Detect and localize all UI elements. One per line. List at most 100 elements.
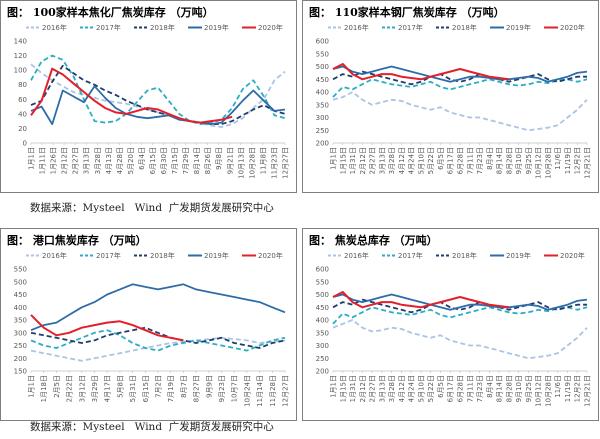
- series-line-2018年: [332, 298, 587, 314]
- x-tick-label: 12月21日: [584, 147, 592, 179]
- x-tick-label: 2月12日: [359, 147, 367, 174]
- chart-svg-0: 图： 100家样本焦化厂焦炭库存 （万吨） 2016年 2017年 2018年 2019…: [7, 5, 290, 179]
- y-tick-label: 250: [14, 342, 27, 350]
- x-tick-label: 3月13日: [378, 147, 386, 174]
- x-tick-label: 3月28日: [94, 147, 102, 174]
- chart-title: 图： 110家样本钢厂焦炭库存 （万吨）: [309, 5, 505, 19]
- y-tick-label: 200: [14, 355, 27, 363]
- x-tick-label: 7月23日: [476, 375, 484, 402]
- x-tick-label: 11/19日: [564, 147, 572, 174]
- x-tick-label: 8月26日: [204, 147, 212, 174]
- series-line-2019年: [332, 293, 588, 311]
- x-tick-label: 3月29日: [91, 375, 99, 402]
- y-tick-label: 450: [14, 291, 27, 299]
- x-tick-label: 5月31日: [129, 375, 137, 402]
- y-tick-label: 60: [18, 96, 27, 104]
- legend-label: 2020年: [560, 23, 585, 32]
- series-line-2018年: [332, 70, 587, 86]
- chart-svg-1: 图： 110家样本钢厂焦炭库存 （万吨） 2016年 2017年 2018年 2019年…: [309, 5, 592, 179]
- x-tick-label: 4月28日: [116, 147, 124, 174]
- series-line-2016年: [30, 63, 286, 128]
- x-tick-label: 2月27日: [369, 147, 377, 174]
- x-tick-label: 6月28日: [457, 375, 465, 402]
- x-tick-label: 6月28日: [457, 147, 465, 174]
- legend-label: 2016年: [42, 23, 67, 32]
- legend-label: 2018年: [452, 23, 477, 32]
- x-tick-label: 12月27日: [282, 147, 290, 179]
- legend-label: 2020年: [560, 251, 585, 260]
- x-tick-label: 8月4日: [486, 375, 494, 398]
- series-line-2018年: [30, 64, 286, 125]
- x-tick-label: 2月12日: [359, 375, 367, 402]
- chart-title: 图： 焦炭总库存 （万吨）: [309, 233, 438, 247]
- x-tick-label: 7月29日: [182, 147, 190, 174]
- y-tick-label: 150: [14, 368, 27, 376]
- x-tick-label: 3月13日: [83, 147, 91, 174]
- legend-label: 2019年: [506, 23, 531, 32]
- legend-label: 2018年: [150, 251, 175, 260]
- chart-panel-port: 图： 港口焦炭库存 （万吨） 2016年 2017年 2018年 2019年 2020年 1…: [0, 228, 297, 421]
- x-tick-label: 12月2日: [574, 375, 582, 402]
- chart-title: 图： 港口焦炭库存 （万吨）: [7, 233, 147, 247]
- y-tick-label: 200: [316, 368, 329, 376]
- chart-svg-2: 图： 港口焦炭库存 （万吨） 2016年 2017年 2018年 2019年 2020年 1…: [7, 233, 290, 407]
- x-tick-label: 10月28日: [248, 147, 256, 179]
- chart-title: 图： 100家样本焦化厂焦炭库存 （万吨）: [7, 5, 214, 19]
- series-line-2019年: [332, 65, 588, 83]
- x-tick-label: 6月17日: [447, 375, 455, 402]
- chart-panel-coking-plant: 图： 100家样本焦化厂焦炭库存 （万吨） 2016年 2017年 2018年 2019…: [0, 0, 297, 193]
- y-tick-label: 400: [316, 317, 329, 325]
- x-tick-label: 11/6日: [554, 147, 562, 170]
- x-tick-label: 4月12日: [398, 147, 406, 174]
- series-line-2017年: [332, 306, 588, 325]
- y-tick-label: 500: [316, 291, 329, 299]
- x-tick-label: 4月24日: [408, 375, 416, 402]
- series-line-2020年: [332, 63, 509, 81]
- x-tick-label: 3月28日: [388, 375, 396, 402]
- x-tick-label: 10月12日: [535, 147, 543, 179]
- series-line-2016年: [30, 336, 286, 362]
- x-tick-label: 1月1日: [330, 375, 338, 398]
- x-tick-label: 7月23日: [476, 147, 484, 174]
- y-tick-label: 550: [316, 50, 329, 58]
- legend-label: 2020年: [258, 251, 283, 260]
- legend-label: 2016年: [42, 251, 67, 260]
- y-tick-label: 500: [14, 278, 27, 286]
- x-tick-label: 7月15日: [171, 147, 179, 174]
- y-tick-label: 350: [14, 317, 27, 325]
- x-tick-label: 5月8日: [116, 375, 124, 398]
- x-tick-label: 1月15日: [339, 147, 347, 174]
- x-tick-label: 11月23日: [270, 147, 278, 179]
- y-tick-label: 550: [14, 266, 27, 274]
- legend-label: 2020年: [258, 23, 283, 32]
- y-tick-label: 100: [14, 67, 27, 75]
- x-tick-label: 2月22日: [66, 375, 74, 402]
- x-tick-label: 4月17日: [104, 375, 112, 402]
- x-tick-label: 12月27日: [282, 375, 290, 407]
- y-tick-label: 250: [316, 127, 329, 135]
- y-tick-label: 500: [316, 63, 329, 71]
- y-tick-label: 550: [316, 278, 329, 286]
- x-tick-label: 9月25日: [525, 147, 533, 174]
- x-tick-label: 6月4日: [138, 147, 146, 170]
- legend-label: 2016年: [344, 23, 369, 32]
- x-tick-label: 1月1日: [330, 147, 338, 170]
- y-tick-label: 400: [316, 89, 329, 97]
- legend-label: 2019年: [204, 23, 229, 32]
- legend-label: 2016年: [344, 251, 369, 260]
- x-tick-label: 3月13日: [378, 375, 386, 402]
- x-tick-label: 8月28日: [505, 375, 513, 402]
- x-tick-label: 12月2日: [574, 147, 582, 174]
- x-tick-label: 4月24日: [408, 147, 416, 174]
- y-tick-label: 600: [316, 266, 329, 274]
- x-tick-label: 1月11日: [39, 147, 47, 174]
- x-tick-label: 6月5日: [437, 147, 445, 170]
- x-tick-label: 8月28日: [505, 147, 513, 174]
- x-tick-label: 3月28日: [388, 147, 396, 174]
- legend-label: 2018年: [150, 23, 175, 32]
- y-tick-label: 0: [23, 140, 27, 148]
- chart-panel-total: 图： 焦炭总库存 （万吨） 2016年 2017年 2018年 2019年 2020年 20…: [302, 228, 599, 421]
- series-line-2020年: [332, 291, 509, 309]
- y-tick-label: 300: [316, 342, 329, 350]
- x-tick-label: 1月1日: [28, 375, 36, 398]
